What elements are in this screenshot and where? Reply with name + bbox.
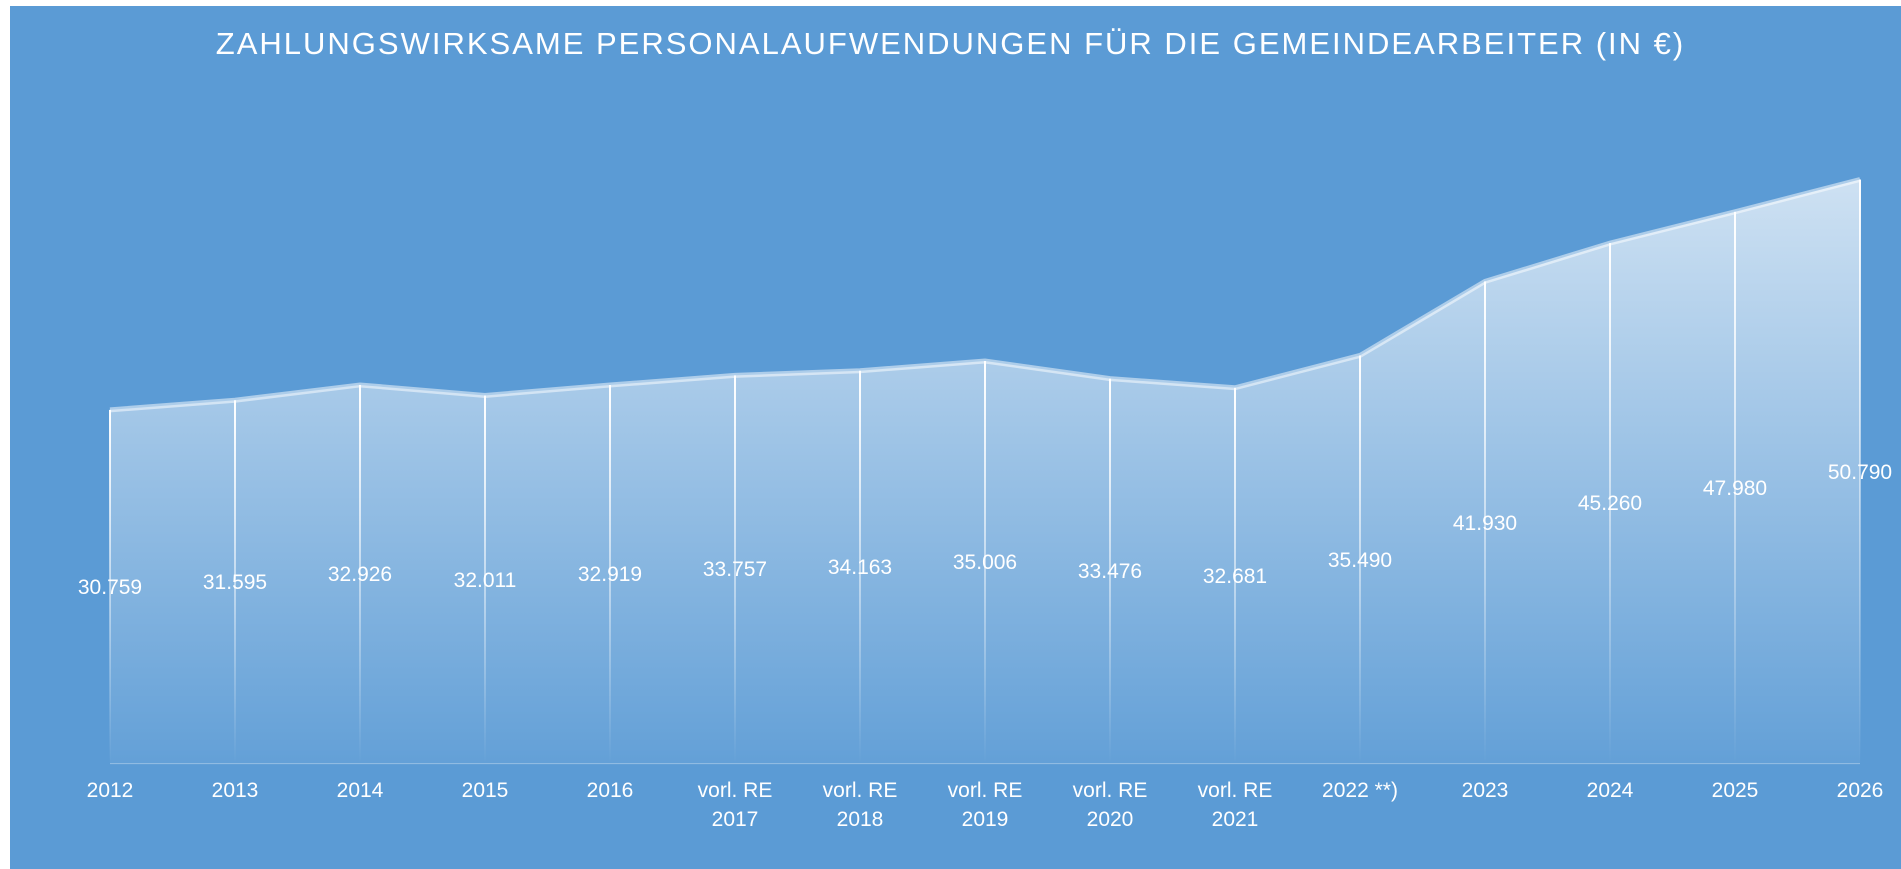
x-tick-label: 2013: [211, 778, 259, 802]
x-tick-label: 2015: [461, 778, 509, 802]
x-tick-label: 2024: [1586, 778, 1634, 802]
data-label: 32.011: [453, 568, 517, 592]
data-label: 30.759: [77, 575, 143, 599]
drop-line: [1484, 281, 1486, 764]
drop-line: [609, 385, 611, 764]
data-label: 32.681: [1202, 564, 1268, 588]
drop-line: [1234, 387, 1236, 764]
drop-line: [1359, 355, 1361, 764]
drop-line: [1109, 378, 1111, 764]
x-tick-label: 2016: [586, 778, 634, 802]
chart-title: ZAHLUNGSWIRKSAME PERSONALAUFWENDUNGEN FÜ…: [215, 26, 1686, 61]
data-label: 32.926: [327, 563, 393, 587]
data-label: 33.757: [702, 558, 768, 582]
data-label: 45.260: [1577, 492, 1643, 516]
drop-line: [1609, 243, 1611, 764]
x-tick-label: 2014: [336, 778, 384, 802]
data-label: 47.980: [1702, 476, 1768, 500]
x-tick-label: vorl. RE 2021: [1197, 778, 1273, 831]
x-tick-label: 2023: [1461, 778, 1509, 802]
drop-line: [1734, 211, 1736, 764]
data-label: 31.595: [202, 570, 268, 594]
data-label: 41.930: [1452, 511, 1518, 535]
data-label: 34.163: [827, 556, 893, 580]
drop-line: [734, 375, 736, 764]
data-label: 35.490: [1327, 548, 1393, 572]
drop-line: [1859, 179, 1861, 764]
drop-line: [859, 370, 861, 764]
x-tick-label: vorl. RE 2019: [947, 778, 1023, 831]
data-label: 33.476: [1077, 560, 1143, 584]
x-tick-label: 2022 **): [1322, 778, 1398, 802]
drop-line: [109, 409, 111, 764]
x-tick-label: vorl. RE 2017: [697, 778, 773, 831]
x-tick-label: 2025: [1711, 778, 1759, 802]
x-tick-label: 2026: [1836, 778, 1884, 802]
drop-line: [359, 384, 361, 764]
x-tick-label: vorl. RE 2018: [822, 778, 898, 831]
drop-line: [984, 361, 986, 764]
x-tick-label: vorl. RE 2020: [1072, 778, 1148, 831]
data-label: 32.919: [577, 563, 643, 587]
drop-line: [484, 395, 486, 764]
drop-line: [234, 400, 236, 764]
data-label: 35.006: [952, 551, 1018, 575]
data-label: 50.790: [1827, 460, 1893, 484]
x-tick-label: 2012: [86, 778, 134, 802]
